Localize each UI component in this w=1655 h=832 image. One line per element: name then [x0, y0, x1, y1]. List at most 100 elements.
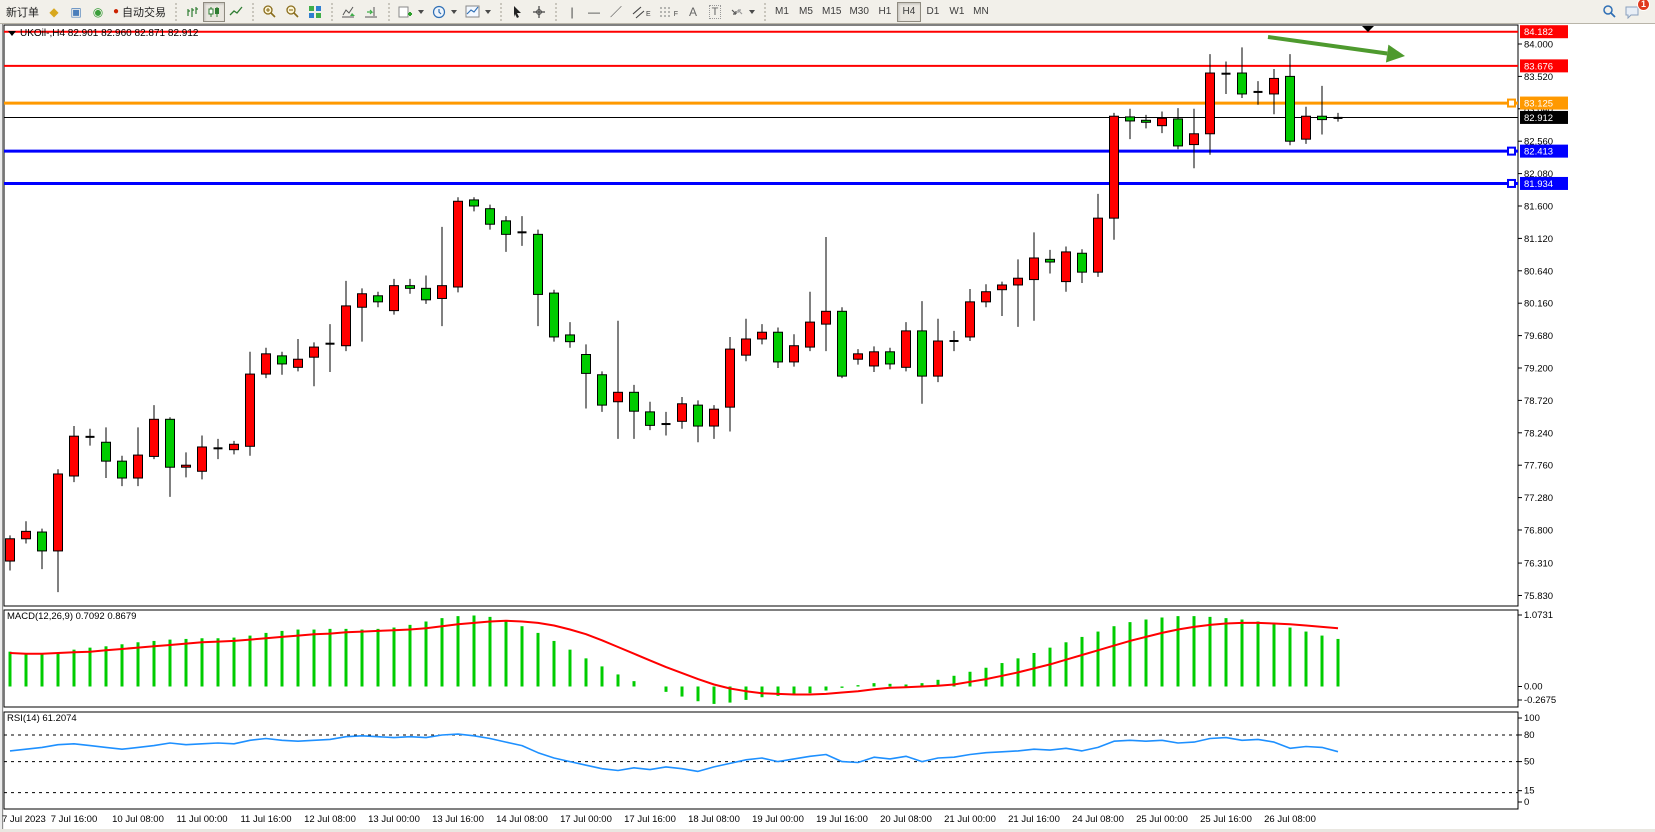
trend-arrow-head[interactable] — [1385, 44, 1405, 63]
candle-body — [341, 305, 351, 347]
zoom-in-button[interactable] — [258, 2, 281, 22]
horizontal-line-button[interactable]: — — [588, 4, 601, 19]
cursor-icon — [513, 5, 521, 18]
timeframe-button-h4[interactable]: H4 — [896, 1, 921, 22]
candle-body — [1237, 72, 1247, 95]
candle-body — [773, 331, 783, 363]
time-axis-label: 21 Jul 00:00 — [944, 814, 996, 825]
price-tick-label: 80.640 — [1524, 266, 1553, 277]
candle-body — [309, 346, 319, 358]
auto-trading-button[interactable]: ● 自动交易 — [109, 2, 170, 22]
time-axis-label: 17 Jul 16:00 — [624, 814, 676, 825]
price-badge[interactable]: 83.125 — [1520, 96, 1568, 110]
candlestick-chart-button[interactable] — [203, 1, 226, 22]
trend-arrow-line[interactable] — [1267, 35, 1388, 56]
auto-trading-icon: ● — [113, 5, 120, 17]
candle-body — [69, 435, 79, 477]
price-badge[interactable]: 82.413 — [1520, 144, 1568, 158]
price-tick-label: 77.760 — [1524, 461, 1553, 472]
price-badge[interactable]: 81.934 — [1520, 176, 1568, 190]
macd-axis-label: 1.0731 — [1524, 610, 1553, 621]
price-badge-bg — [1520, 25, 1568, 39]
line-chart-button[interactable] — [225, 2, 247, 22]
timeframe-button-w1[interactable]: W1 — [949, 6, 965, 17]
timeframe-button-mn[interactable]: MN — [973, 6, 989, 17]
market-watch-icon[interactable]: ▣ — [70, 4, 82, 19]
candle-body — [741, 338, 751, 356]
label-tool-label: T — [708, 4, 722, 19]
arrows-button[interactable] — [726, 2, 759, 22]
time-axis[interactable]: 7 Jul 2023 7 Jul 16:00 10 Jul 08:00 11 Jul … — [2, 814, 1316, 825]
price-tick-label: 83.040 — [1524, 104, 1553, 115]
templates-button[interactable] — [461, 2, 495, 22]
new-chart-button[interactable] — [394, 2, 428, 22]
candle-body — [645, 411, 655, 426]
candle-body — [469, 199, 479, 207]
price-tick-label: 78.240 — [1524, 428, 1553, 439]
line-chart-icon — [229, 6, 243, 15]
timeframe-button-m5[interactable]: M5 — [799, 6, 813, 17]
cursor-button[interactable] — [506, 2, 528, 22]
notifications-button[interactable]: 1 — [1621, 0, 1650, 22]
zoom-out-button[interactable] — [281, 2, 304, 22]
timeframe-button-m15[interactable]: M15 — [822, 6, 842, 17]
search-button[interactable] — [1598, 2, 1621, 22]
search-icon — [1603, 5, 1616, 18]
bar-chart-button[interactable] — [181, 2, 203, 22]
macd-signal-line — [9, 619, 1339, 696]
candle-body — [1045, 258, 1055, 263]
chart-shift-button[interactable] — [360, 2, 383, 22]
crosshair-button[interactable] — [528, 2, 550, 22]
timeframe-button-m1[interactable]: M1 — [775, 6, 789, 17]
tile-windows-button[interactable] — [304, 2, 326, 22]
candle-body — [1189, 133, 1199, 146]
gold-stack-icon[interactable]: ◆ — [49, 4, 59, 19]
candle-body — [853, 353, 863, 360]
candle-body — [533, 233, 543, 295]
price-tick-label: 82.080 — [1524, 169, 1553, 180]
candle-doji — [85, 435, 95, 438]
price-badge-label: 82.912 — [1524, 113, 1553, 124]
rsi-indicator: 100 80 50 150 — [4, 713, 1540, 808]
dropdown-arrow-icon — [418, 9, 425, 14]
trendline-button[interactable]: ／ — [610, 4, 623, 19]
main-chart-panel[interactable] — [3, 24, 1519, 607]
candle-body — [869, 351, 879, 367]
hline-handle[interactable] — [1507, 178, 1516, 188]
price-badge[interactable]: 84.182 — [1520, 25, 1568, 39]
hline-handle[interactable] — [1507, 146, 1516, 156]
price-tick-label: 81.120 — [1524, 234, 1553, 245]
price-tick-label: 79.200 — [1524, 364, 1553, 375]
rsi-panel[interactable] — [3, 711, 1519, 810]
bottom-edge — [0, 829, 1655, 832]
period-button[interactable] — [428, 2, 461, 22]
timeframe-button-d1[interactable]: D1 — [926, 6, 940, 17]
text-button[interactable]: A — [682, 2, 704, 22]
fibonacci-button[interactable]: F — [655, 2, 682, 22]
vertical-line-button[interactable]: | — [570, 4, 574, 19]
hline-handle[interactable] — [1507, 98, 1516, 108]
equidistant-channel-button[interactable]: E — [627, 2, 655, 22]
signal-icon[interactable]: ◉ — [92, 4, 104, 19]
price-axis: 84.000 83.520 83.040 82.560 82.080 81.600 81.1… — [1518, 40, 1553, 602]
price-badge[interactable]: 82.912 — [1520, 110, 1568, 124]
candle-body — [725, 348, 735, 408]
candle-doji — [1333, 116, 1343, 119]
candle-body — [693, 404, 703, 427]
timeframe-button-m30[interactable]: M30 — [849, 6, 869, 17]
timeframe-button-h1[interactable]: H1 — [878, 6, 892, 17]
price-tick-label: 80.160 — [1524, 299, 1553, 310]
candle-body — [245, 373, 255, 447]
macd-panel[interactable] — [3, 609, 1519, 708]
text-label-button[interactable]: T — [704, 2, 726, 22]
candle-body — [21, 530, 31, 540]
auto-scroll-button[interactable] — [337, 2, 360, 22]
auto-scroll-icon — [342, 6, 356, 17]
fibonacci-icon — [659, 7, 672, 16]
new-order-button[interactable]: 新订单 — [2, 2, 43, 22]
price-badge[interactable]: 83.676 — [1520, 59, 1568, 72]
time-axis-label: 12 Jul 08:00 — [304, 814, 356, 825]
crosshair-icon — [533, 5, 546, 18]
price-tick-label: 79.680 — [1524, 331, 1553, 342]
